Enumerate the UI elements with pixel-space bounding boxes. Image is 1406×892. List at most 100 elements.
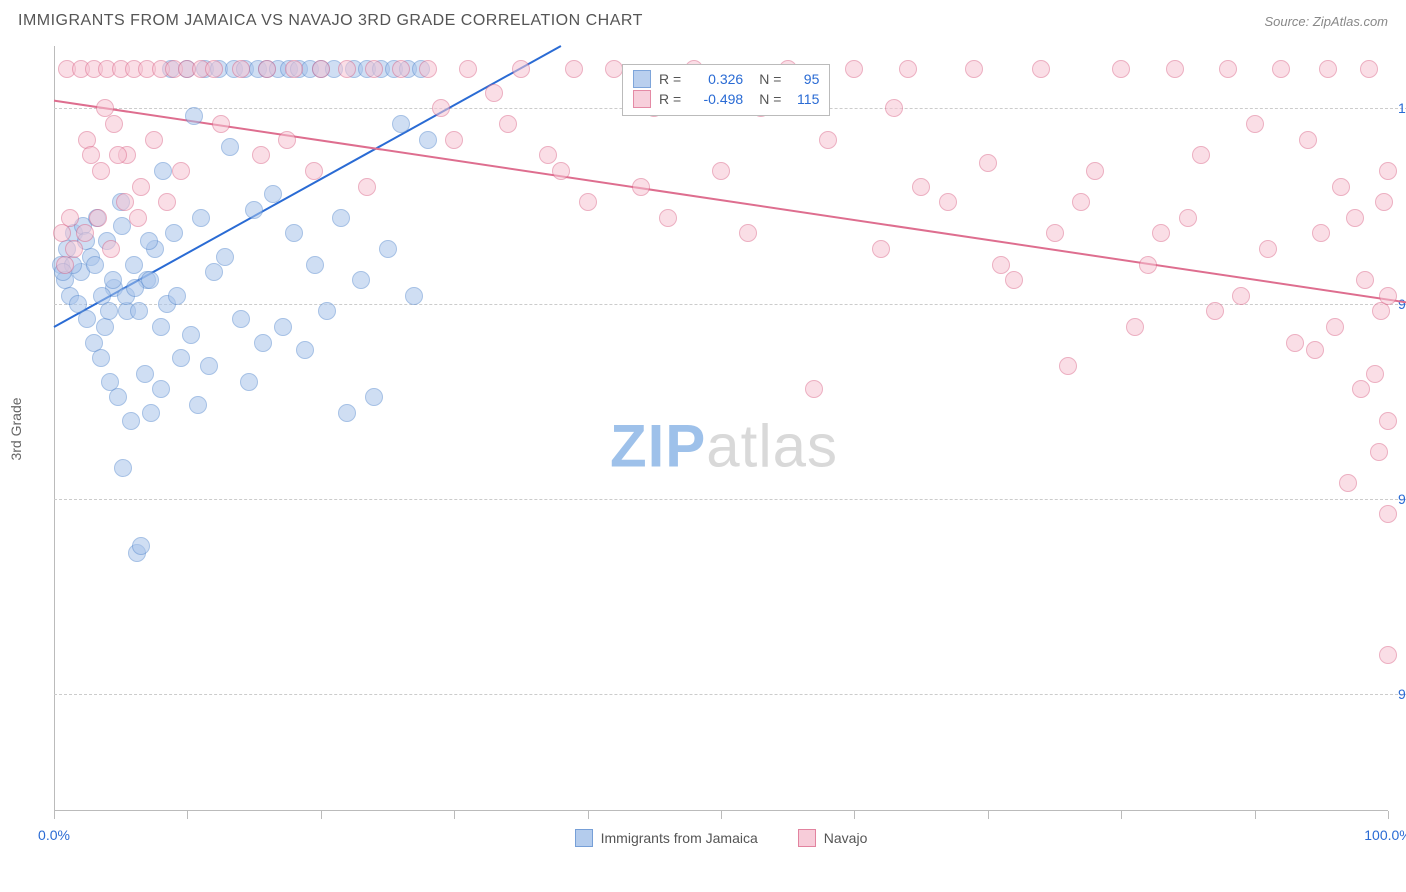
x-tick (854, 811, 855, 819)
data-point-navajo (109, 146, 127, 164)
x-tick (454, 811, 455, 819)
x-tick (187, 811, 188, 819)
data-point-navajo (939, 193, 957, 211)
data-point-navajo (659, 209, 677, 227)
data-point-navajo (445, 131, 463, 149)
data-point-navajo (1206, 302, 1224, 320)
data-point-navajo (499, 115, 517, 133)
y-tick-label: 95.0% (1398, 491, 1406, 507)
data-point-jamaica (216, 248, 234, 266)
data-point-navajo (258, 60, 276, 78)
data-point-navajo (252, 146, 270, 164)
data-point-navajo (605, 60, 623, 78)
y-axis-title: 3rd Grade (8, 397, 24, 460)
data-point-navajo (285, 60, 303, 78)
data-point-jamaica (274, 318, 292, 336)
data-point-navajo (1072, 193, 1090, 211)
data-point-jamaica (379, 240, 397, 258)
data-point-navajo (1232, 287, 1250, 305)
data-point-navajo (96, 99, 114, 117)
data-point-navajo (1005, 271, 1023, 289)
data-point-jamaica (318, 302, 336, 320)
data-point-jamaica (165, 224, 183, 242)
data-point-navajo (872, 240, 890, 258)
data-point-jamaica (142, 404, 160, 422)
data-point-navajo (1219, 60, 1237, 78)
data-point-navajo (312, 60, 330, 78)
data-point-jamaica (192, 209, 210, 227)
data-point-navajo (912, 178, 930, 196)
data-point-navajo (53, 224, 71, 242)
data-point-navajo (1379, 162, 1397, 180)
legend-swatch-navajo (633, 90, 651, 108)
data-point-navajo (1152, 224, 1170, 242)
data-point-jamaica (114, 459, 132, 477)
data-point-navajo (1032, 60, 1050, 78)
legend-r-label: R = (659, 89, 681, 109)
data-point-navajo (1379, 287, 1397, 305)
data-point-navajo (632, 178, 650, 196)
bottom-legend: Immigrants from JamaicaNavajo (54, 829, 1388, 847)
data-point-navajo (805, 380, 823, 398)
data-point-navajo (819, 131, 837, 149)
data-point-navajo (129, 209, 147, 227)
data-point-navajo (1360, 60, 1378, 78)
chart-area: 3rd Grade 92.5%95.0%97.5%100.0% ZIPatlas… (54, 46, 1388, 811)
data-point-navajo (158, 193, 176, 211)
legend-n-label: N = (759, 89, 781, 109)
data-point-navajo (1299, 131, 1317, 149)
data-point-jamaica (205, 263, 223, 281)
data-point-navajo (1370, 443, 1388, 461)
data-point-navajo (1166, 60, 1184, 78)
data-point-jamaica (182, 326, 200, 344)
data-point-jamaica (245, 201, 263, 219)
x-tick (1388, 811, 1389, 819)
data-point-navajo (278, 131, 296, 149)
data-point-navajo (305, 162, 323, 180)
stats-legend-row-jamaica: R = 0.326N = 95 (633, 69, 819, 89)
legend-r-label: R = (659, 69, 681, 89)
data-point-jamaica (264, 185, 282, 203)
data-point-navajo (432, 99, 450, 117)
data-point-navajo (1086, 162, 1104, 180)
x-tick (54, 811, 55, 819)
data-point-navajo (232, 60, 250, 78)
y-tick-label: 97.5% (1398, 296, 1406, 312)
data-point-navajo (76, 224, 94, 242)
data-point-navajo (1192, 146, 1210, 164)
data-point-navajo (392, 60, 410, 78)
data-point-jamaica (152, 318, 170, 336)
data-point-navajo (1112, 60, 1130, 78)
data-point-jamaica (132, 537, 150, 555)
data-point-navajo (1366, 365, 1384, 383)
data-point-jamaica (306, 256, 324, 274)
data-point-navajo (565, 60, 583, 78)
data-point-navajo (1375, 193, 1393, 211)
legend-n-label: N = (759, 69, 781, 89)
data-point-navajo (899, 60, 917, 78)
data-point-jamaica (172, 349, 190, 367)
legend-r-value: -0.498 (689, 89, 743, 109)
data-point-navajo (1286, 334, 1304, 352)
data-point-navajo (116, 193, 134, 211)
data-point-navajo (579, 193, 597, 211)
data-point-jamaica (125, 256, 143, 274)
data-point-jamaica (240, 373, 258, 391)
data-point-navajo (539, 146, 557, 164)
legend-label-navajo: Navajo (824, 830, 868, 846)
legend-n-value: 115 (789, 89, 819, 109)
data-point-navajo (1306, 341, 1324, 359)
data-point-jamaica (332, 209, 350, 227)
x-tick (721, 811, 722, 819)
data-point-navajo (965, 60, 983, 78)
data-point-navajo (552, 162, 570, 180)
data-point-navajo (105, 115, 123, 133)
data-point-jamaica (109, 388, 127, 406)
data-point-jamaica (200, 357, 218, 375)
data-point-jamaica (126, 279, 144, 297)
data-point-navajo (1312, 224, 1330, 242)
data-point-navajo (512, 60, 530, 78)
data-point-jamaica (232, 310, 250, 328)
data-point-jamaica (168, 287, 186, 305)
data-point-navajo (56, 256, 74, 274)
